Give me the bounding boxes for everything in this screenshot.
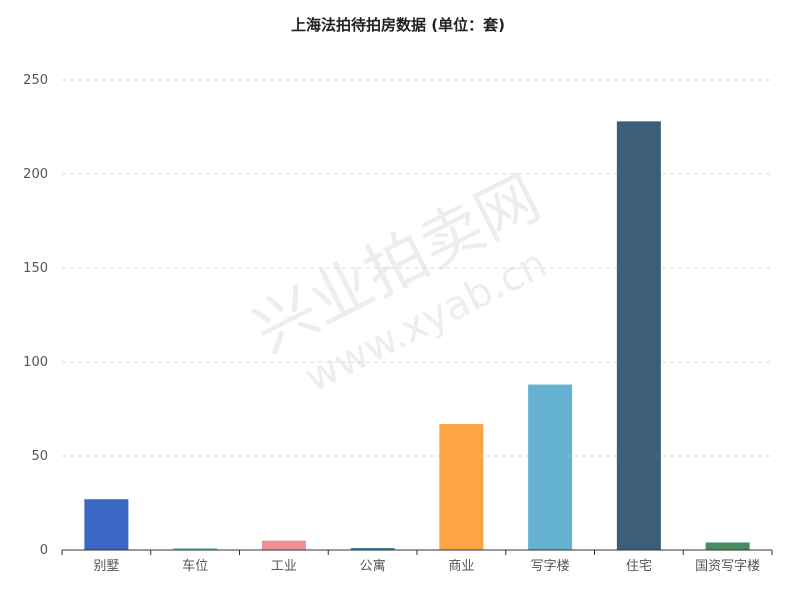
bar <box>350 548 395 550</box>
x-tick-label: 国资写字楼 <box>695 559 760 574</box>
bar <box>84 499 129 550</box>
x-tick-label: 工业 <box>271 559 297 574</box>
bar <box>173 548 218 550</box>
x-tick-label: 商业 <box>448 559 474 574</box>
y-tick-label: 250 <box>23 73 48 88</box>
bar <box>261 540 306 550</box>
y-tick-label: 150 <box>23 261 48 276</box>
bar <box>705 542 750 550</box>
x-tick-label: 住宅 <box>626 559 652 574</box>
bar <box>528 384 573 550</box>
x-tick-label: 写字楼 <box>531 559 570 574</box>
chart-title: 上海法拍待拍房数据 (单位：套) <box>291 16 505 34</box>
x-tick-label: 车位 <box>182 558 208 574</box>
x-tick-label: 公寓 <box>360 558 386 574</box>
y-tick-label: 200 <box>23 167 48 182</box>
x-tick-label: 别墅 <box>93 559 119 574</box>
bar <box>439 424 484 550</box>
y-tick-label: 0 <box>40 543 48 558</box>
y-tick-label: 50 <box>31 449 48 464</box>
bar <box>616 121 661 551</box>
y-tick-label: 100 <box>23 355 48 370</box>
